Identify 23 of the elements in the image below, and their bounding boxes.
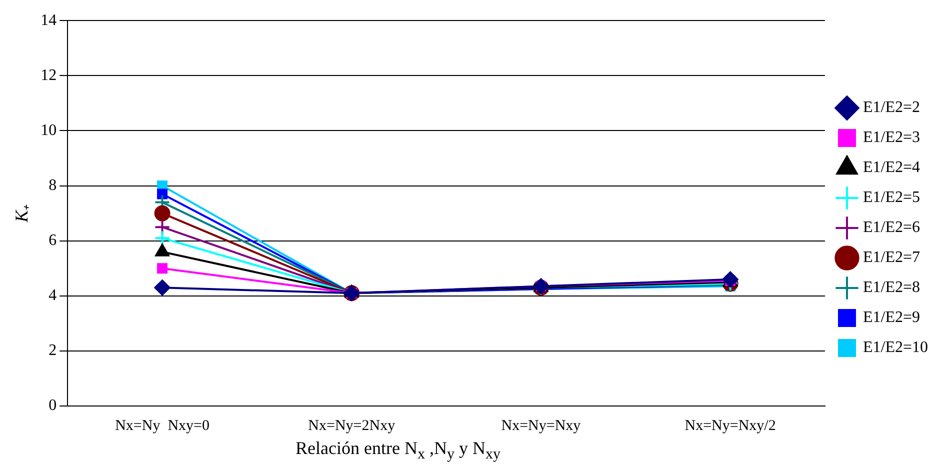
legend-label: E1/E2=6 xyxy=(862,219,920,236)
legend-label: E1/E2=8 xyxy=(862,279,920,296)
x-tick-label: Nx=Ny=2Nxy xyxy=(308,418,396,434)
legend-label: E1/E2=3 xyxy=(862,129,920,146)
x-axis-title: Relación entre N$_{x}$ ,N$_{y}$ y N$_{xy}$ xyxy=(294,438,502,464)
legend-label: E1/E2=10 xyxy=(862,339,928,356)
y-tick-label: 2 xyxy=(48,342,57,360)
legend-label: E1/E2=4 xyxy=(862,159,920,176)
y-tick-label: 8 xyxy=(48,176,57,194)
legend-label: E1/E2=2 xyxy=(862,99,920,116)
y-tick-label: 12 xyxy=(40,66,57,84)
y-tick-label: 4 xyxy=(48,287,57,304)
x-tick-label: Nx=Ny=Nxy xyxy=(501,418,582,434)
legend-label: E1/E2=7 xyxy=(862,249,920,266)
legend-label: E1/E2=5 xyxy=(862,189,920,206)
x-tick-label: Nx=Ny Nxy=0 xyxy=(115,418,210,434)
y-tick-label: 6 xyxy=(48,232,57,250)
x-tick-label: Nx=Ny=Nxy/2 xyxy=(684,418,776,434)
y-axis-title: K₊ xyxy=(12,204,32,224)
y-tick-label: 10 xyxy=(40,122,57,139)
y-tick-label: 0 xyxy=(48,397,57,414)
legend-label: E1/E2=9 xyxy=(862,309,920,326)
y-tick-label: 14 xyxy=(40,12,57,29)
